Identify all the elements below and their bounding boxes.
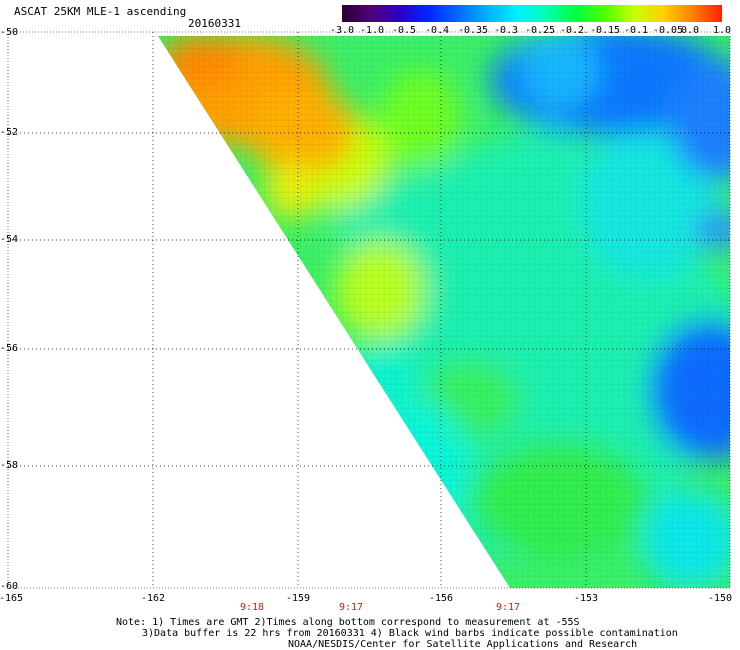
- note-line-2: 3)Data buffer is 22 hrs from 20160331 4)…: [142, 628, 678, 639]
- gridlines: [8, 32, 730, 588]
- time-label: 9:17: [495, 602, 521, 613]
- lat-label: -50: [0, 27, 19, 38]
- note-line-3: NOAA/NESDIS/Center for Satellite Applica…: [288, 639, 638, 650]
- plot-frame: [7, 31, 731, 589]
- colorbar-label: -0.35: [457, 25, 489, 36]
- colorbar-label: -0.1: [623, 25, 649, 36]
- colorbar-label: -1.0: [359, 25, 385, 36]
- colorbar: [342, 5, 722, 22]
- lat-label: -60: [0, 581, 19, 592]
- note-line-1: Note: 1) Times are GMT 2)Times along bot…: [116, 617, 580, 628]
- colorbar-label: 1.0: [712, 25, 732, 36]
- lon-label: -156: [428, 593, 454, 604]
- map-title: ASCAT 25KM MLE-1 ascending: [14, 5, 187, 18]
- colorbar-label: -0.2: [559, 25, 585, 36]
- colorbar-label: -0.15: [589, 25, 621, 36]
- lat-label: -58: [0, 460, 19, 471]
- colorbar-label: -0.25: [524, 25, 556, 36]
- lat-label: -52: [0, 127, 19, 138]
- time-label: 9:17: [338, 602, 364, 613]
- time-label: 9:18: [239, 602, 265, 613]
- colorbar-label: 0.0: [680, 25, 700, 36]
- colorbar-label: -0.05: [652, 25, 684, 36]
- colorbar-label: -3.0: [329, 25, 355, 36]
- lon-label: -159: [285, 593, 311, 604]
- map-date: 20160331: [188, 17, 241, 30]
- lon-label: -153: [573, 593, 599, 604]
- colorbar-label: -0.5: [391, 25, 417, 36]
- lon-label: -162: [140, 593, 166, 604]
- data-swath: [158, 36, 730, 588]
- lat-label: -54: [0, 234, 19, 245]
- colorbar-label: -0.3: [493, 25, 519, 36]
- lon-label: -165: [0, 593, 24, 604]
- lon-label: -150: [707, 593, 733, 604]
- colorbar-label: -0.4: [424, 25, 450, 36]
- lat-label: -56: [0, 343, 19, 354]
- colorbar-gradient: [342, 5, 722, 22]
